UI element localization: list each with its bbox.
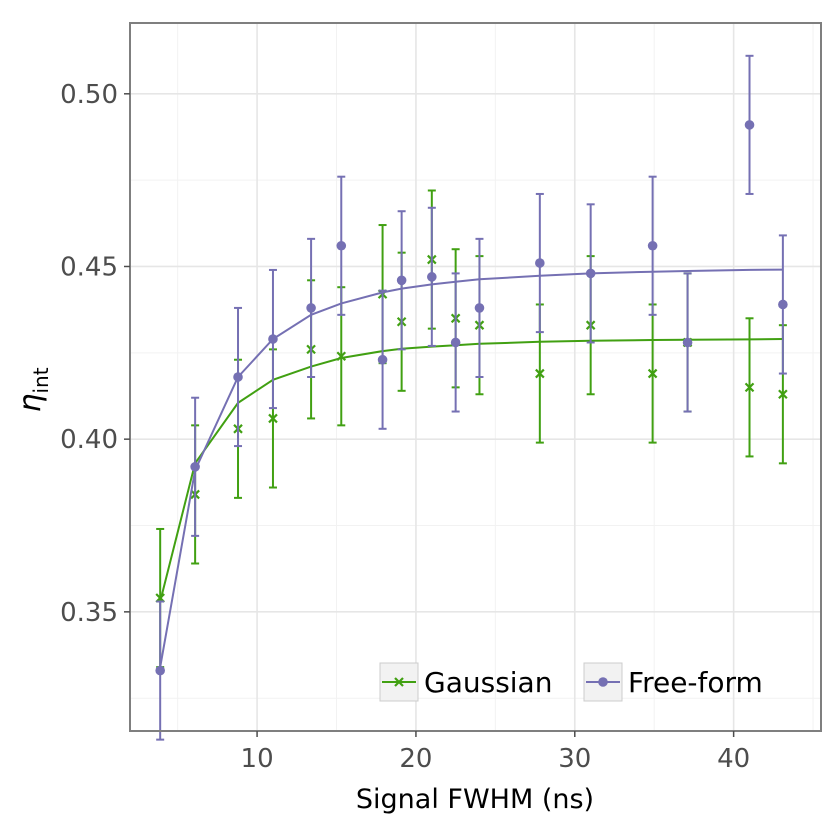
free-form-point (474, 303, 485, 313)
y-tick-label: 0.40 (60, 425, 118, 455)
free-form-point (396, 275, 407, 286)
free-form-point (190, 461, 200, 472)
gaussian-point (336, 351, 347, 362)
legend-label-gaussian: Gaussian (424, 666, 552, 699)
gaussian-point-stroke (647, 368, 658, 379)
legend-label-free-form: Free-form (628, 666, 763, 699)
legend-marker-free-form (598, 677, 608, 687)
free-form-point (744, 120, 755, 130)
free-form-point (336, 240, 347, 251)
x-tick-label: 10 (241, 744, 274, 774)
gaussian-point (268, 413, 278, 424)
gaussian-point (744, 382, 755, 393)
free-form-point (535, 258, 545, 268)
x-tick-label: 30 (558, 744, 591, 774)
y-tick-label: 0.45 (60, 252, 118, 282)
x-axis: 10 20 30 40 (241, 731, 750, 774)
free-form-point (268, 334, 278, 344)
free-form-point (155, 665, 165, 676)
free-form-point (647, 240, 658, 251)
gaussian-point-stroke (778, 389, 788, 400)
free-form-point (306, 303, 316, 313)
free-form-point (682, 337, 693, 348)
gaussian-point (647, 368, 658, 379)
y-axis: 0.35 0.40 0.45 0.50 (60, 80, 130, 628)
grid-major (130, 23, 821, 731)
gaussian-point-stroke (535, 368, 545, 379)
x-tick-label: 40 (717, 744, 750, 774)
y-tick-label: 0.35 (60, 598, 118, 628)
legend: Gaussian Free-form (379, 662, 763, 702)
gaussian-point (535, 368, 545, 379)
free-form-point (427, 272, 437, 282)
grid-minor (130, 23, 821, 731)
gaussian-point-stroke (336, 351, 347, 362)
series-layer (155, 54, 788, 741)
free-form-point (778, 299, 788, 310)
gaussian-point-stroke (268, 413, 278, 424)
y-tick-label: 0.50 (60, 80, 118, 110)
free-form-point (450, 337, 461, 348)
free-form-point (233, 372, 243, 382)
gaussian-point (778, 389, 788, 400)
y-axis-title: ηint (13, 367, 53, 412)
free-form-point (377, 354, 388, 365)
y-axis-title-sub: int (29, 367, 53, 393)
x-axis-title: Signal FWHM (ns) (356, 784, 594, 815)
gaussian-point-stroke (744, 382, 755, 393)
y-axis-title-main: η (13, 394, 48, 413)
plot-border (129, 22, 822, 732)
legend-marker-gaussian (394, 677, 404, 687)
x-tick-label: 20 (399, 744, 432, 774)
free-form-point (585, 268, 596, 279)
